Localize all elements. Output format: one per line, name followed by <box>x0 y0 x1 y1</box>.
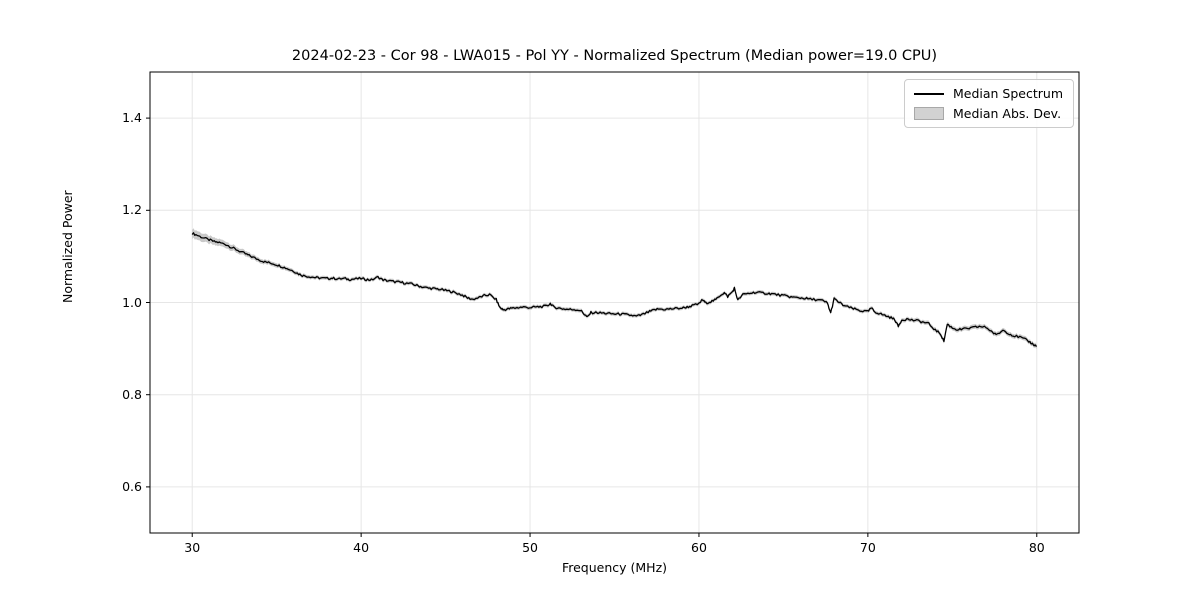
x-tick-label: 80 <box>1028 540 1045 555</box>
y-tick-label: 0.6 <box>122 478 142 494</box>
median-spectrum-line-swatch <box>913 92 944 95</box>
y-tick-label: 1.0 <box>122 294 142 310</box>
x-tick-label: 50 <box>522 540 538 555</box>
x-tick-label: 60 <box>691 540 707 555</box>
legend-item-median-spectrum: Median Spectrum <box>913 86 1063 101</box>
x-tick-label: 30 <box>184 540 201 555</box>
legend-label: Median Abs. Dev. <box>952 106 1062 121</box>
median-abs-dev-patch-swatch <box>913 107 944 120</box>
y-tick-label: 0.8 <box>122 386 142 402</box>
x-axis-label: Frequency (MHz) <box>561 560 668 575</box>
legend: Median Spectrum Median Abs. Dev. <box>903 79 1074 128</box>
median-abs-dev-band <box>192 228 1037 349</box>
y-tick-label: 1.2 <box>122 202 142 218</box>
legend-item-median-abs-dev: Median Abs. Dev. <box>913 106 1063 121</box>
chart-title: 2024-02-23 - Cor 98 - LWA015 - Pol YY - … <box>291 48 938 64</box>
legend-label: Median Spectrum <box>952 86 1063 101</box>
median-spectrum-line <box>191 232 1038 347</box>
x-tick-label: 40 <box>353 540 370 555</box>
y-axis-label: Normalized Power <box>60 190 75 303</box>
x-tick-label: 70 <box>859 540 876 555</box>
y-tick-label: 1.4 <box>122 110 142 126</box>
